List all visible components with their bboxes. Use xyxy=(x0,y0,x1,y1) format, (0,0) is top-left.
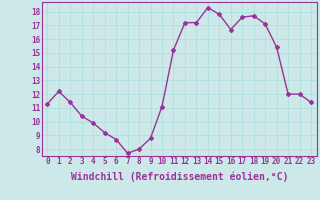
X-axis label: Windchill (Refroidissement éolien,°C): Windchill (Refroidissement éolien,°C) xyxy=(70,172,288,182)
